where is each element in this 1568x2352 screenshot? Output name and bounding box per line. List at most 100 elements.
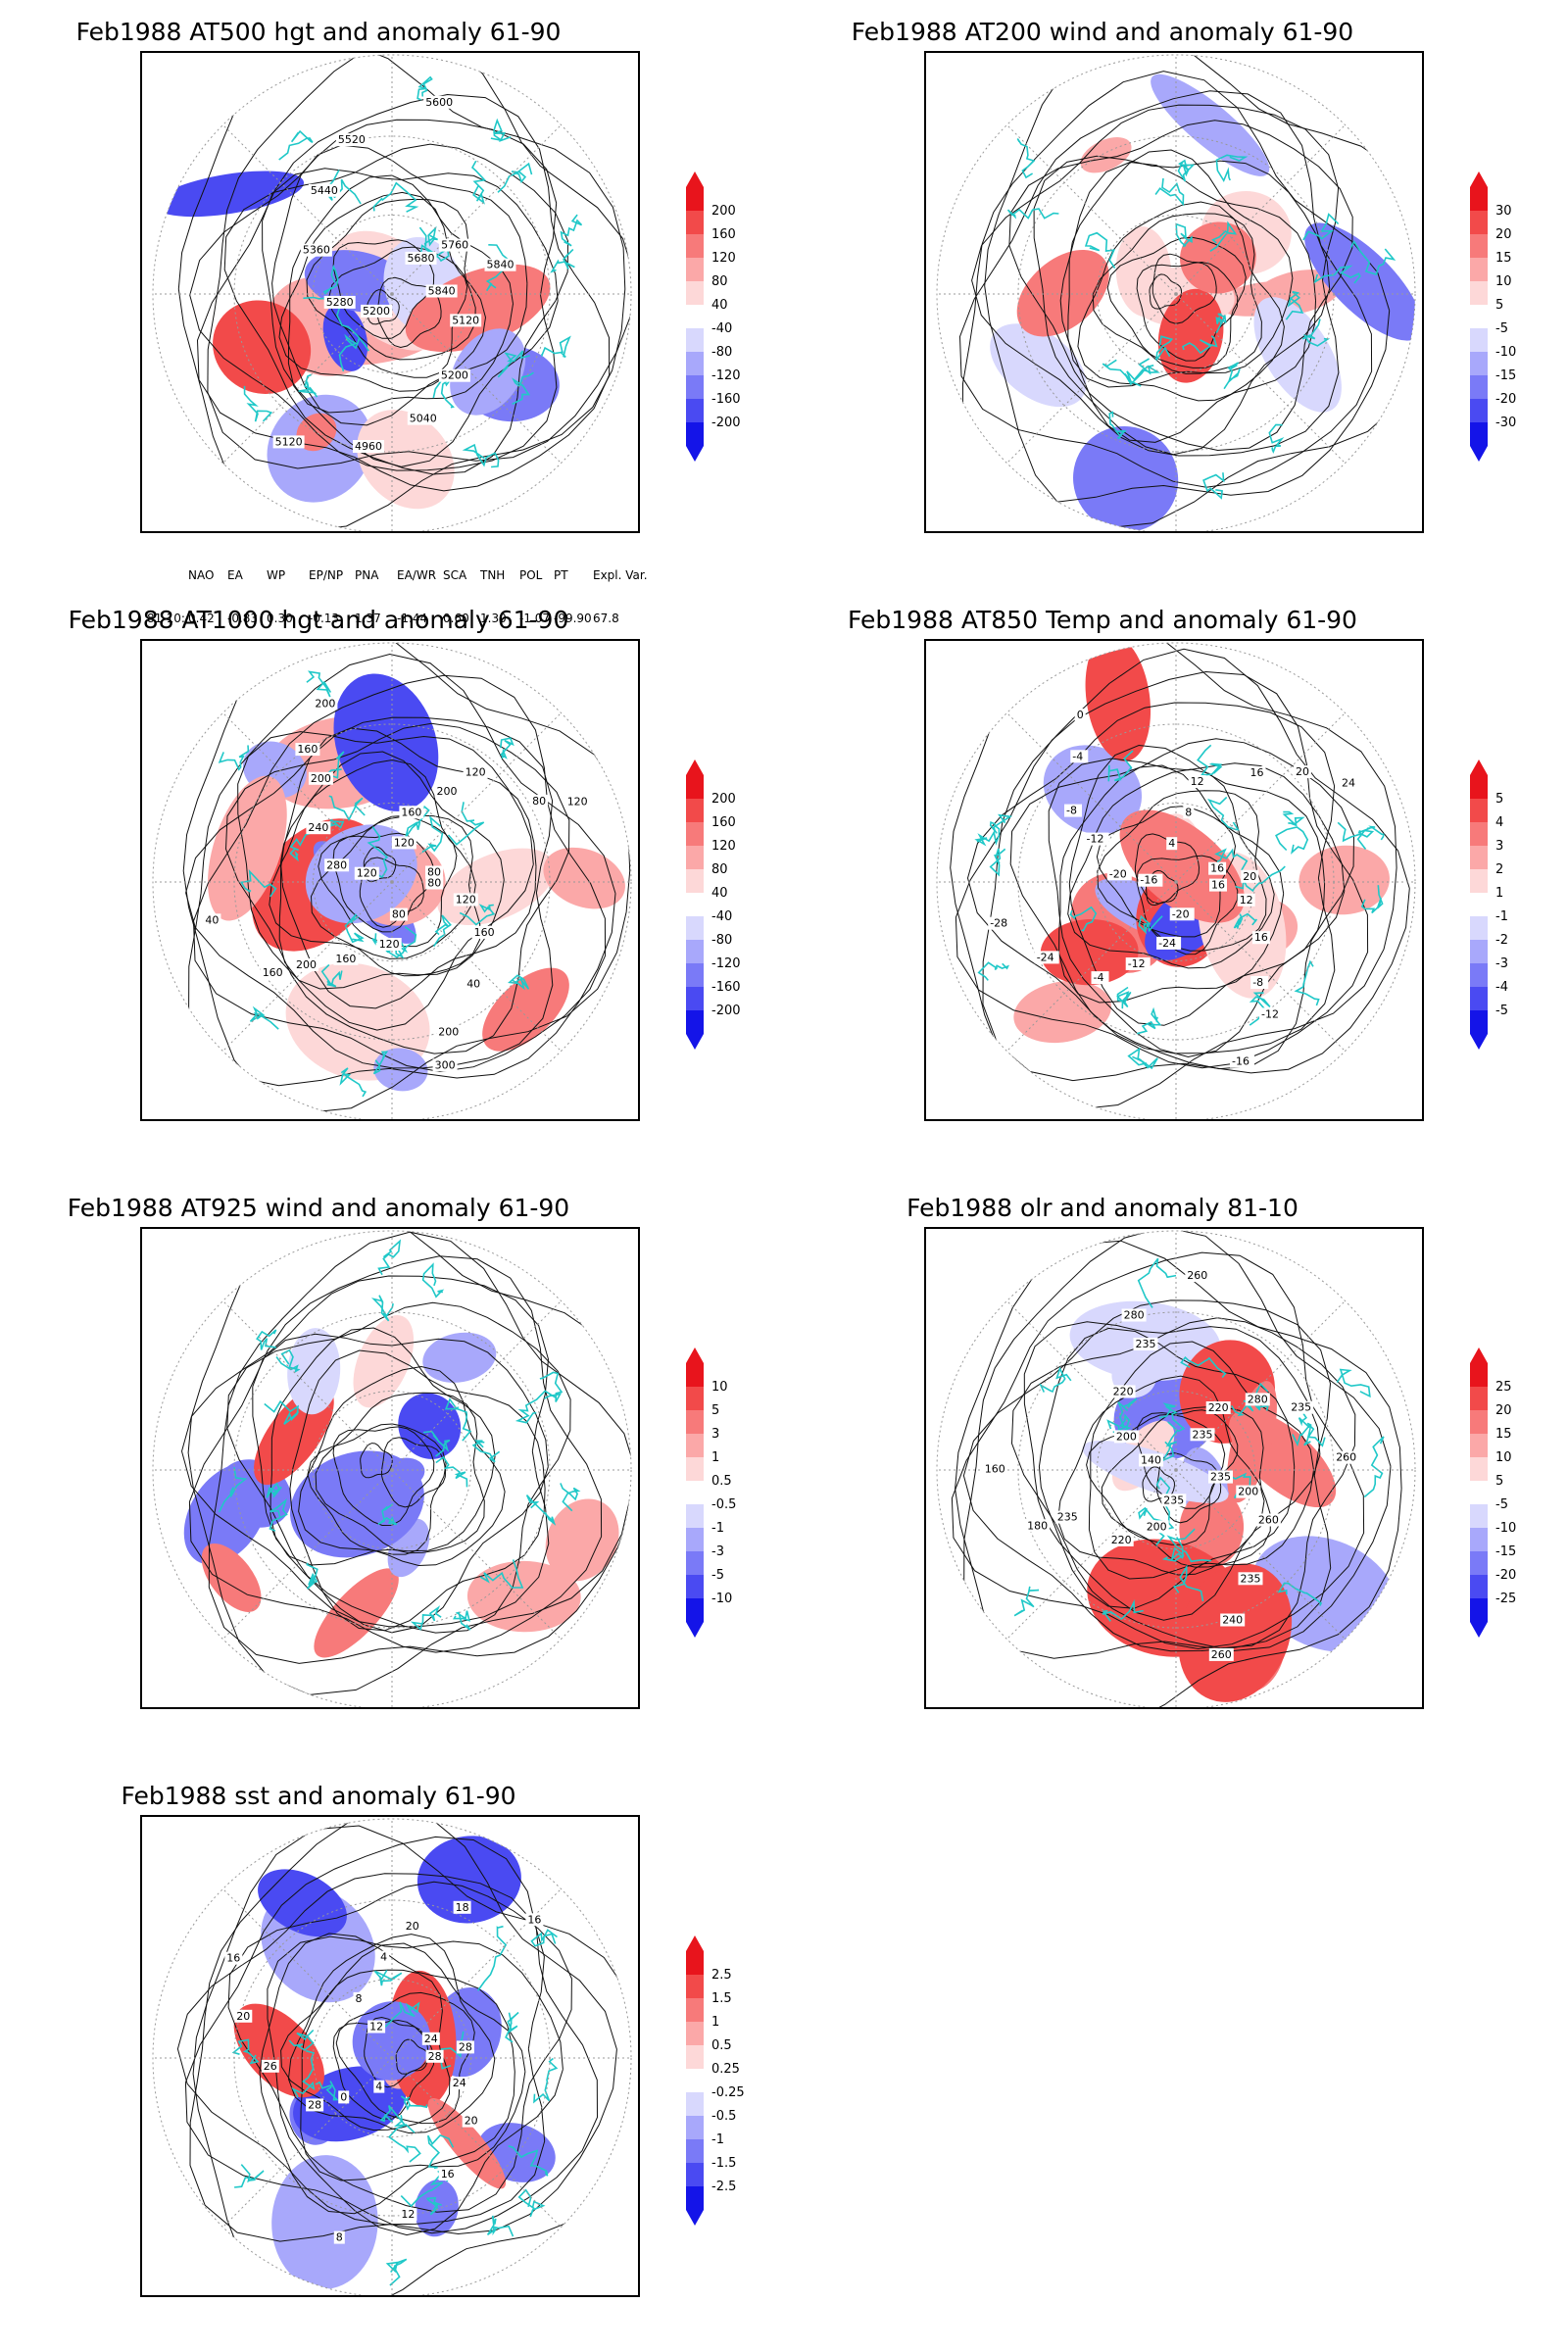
coastline bbox=[400, 2095, 428, 2111]
contour-line bbox=[318, 814, 458, 948]
contour-line bbox=[332, 1426, 435, 1527]
contour-label: 200 bbox=[296, 958, 317, 971]
panel-title: Feb1988 sst and anomaly 61-90 bbox=[121, 1782, 516, 1810]
contour-label: 8 bbox=[336, 2231, 343, 2244]
coastline bbox=[512, 371, 534, 406]
contour-line bbox=[192, 1825, 631, 2295]
coastline bbox=[541, 335, 571, 359]
colorbar-tick-label: -80 bbox=[711, 345, 733, 360]
contour-label: 235 bbox=[1136, 1338, 1156, 1350]
contour-line bbox=[278, 191, 487, 392]
panel-title: Feb1988 olr and anomaly 81-10 bbox=[906, 1194, 1298, 1222]
coastline bbox=[1301, 318, 1331, 347]
anomaly-shading bbox=[1013, 980, 1112, 1044]
contour-line bbox=[982, 648, 1410, 1082]
contour-label: 0 bbox=[1077, 709, 1084, 721]
colorbar-tick-label: -120 bbox=[711, 368, 741, 383]
contour-label: 200 bbox=[437, 785, 458, 798]
contour-label: 235 bbox=[1057, 1511, 1078, 1524]
coastline bbox=[1154, 177, 1185, 207]
colorbar-segment bbox=[686, 2022, 704, 2045]
colorbar-tick-label: -80 bbox=[711, 933, 733, 948]
colorbar-tick-label: 120 bbox=[711, 839, 736, 854]
contour-line bbox=[192, 674, 607, 1073]
colorbar-segment bbox=[686, 1457, 704, 1481]
contour-label: 160 bbox=[297, 743, 318, 756]
index-value: 1.37 bbox=[355, 612, 381, 625]
contour-line bbox=[224, 722, 570, 1054]
index-value: 0.42 bbox=[188, 612, 215, 625]
contour-label: 120 bbox=[357, 867, 377, 880]
contour-label: 80 bbox=[427, 877, 441, 890]
colorbar-segment bbox=[686, 234, 704, 258]
coastline bbox=[1155, 335, 1174, 361]
colorbar-top-arrow bbox=[1470, 1348, 1488, 1363]
contour-line bbox=[332, 239, 435, 339]
colorbar-top-arrow bbox=[686, 1348, 704, 1363]
contour-label: 5680 bbox=[408, 252, 435, 265]
coastline bbox=[1357, 825, 1385, 841]
polar-map: 5840 5120 5200 5040 4960 5120 5200 5280 5360 5440… bbox=[152, 54, 632, 531]
contour-label: 16 bbox=[1210, 862, 1224, 875]
coastline bbox=[1313, 265, 1361, 284]
contour-line bbox=[360, 1443, 393, 1479]
colorbar-tick-label: 200 bbox=[711, 204, 736, 219]
colorbar-segment bbox=[686, 399, 704, 422]
contour-line bbox=[307, 1423, 447, 1555]
contour-line bbox=[237, 731, 534, 1031]
contour-line bbox=[395, 2038, 429, 2075]
colorbar-segment bbox=[1470, 234, 1488, 258]
colorbar-segment bbox=[1470, 399, 1488, 422]
contour-label: 120 bbox=[466, 765, 486, 778]
contour-label: 5280 bbox=[326, 296, 354, 309]
coastline bbox=[462, 443, 500, 468]
colorbar-segment bbox=[686, 1410, 704, 1434]
coastline bbox=[497, 350, 530, 378]
contour-line bbox=[971, 104, 1340, 457]
contour-line bbox=[1096, 806, 1237, 938]
coastline bbox=[459, 904, 496, 926]
contour-label: 160 bbox=[401, 806, 421, 818]
contour-label: -16 bbox=[1140, 874, 1157, 887]
contour-label: 160 bbox=[474, 926, 495, 939]
contour-line bbox=[270, 1327, 496, 1566]
contour-label: 5840 bbox=[428, 285, 456, 298]
colorbar-segment bbox=[686, 1387, 704, 1410]
contour-line bbox=[1149, 273, 1182, 310]
colorbar-tick-label: 160 bbox=[711, 815, 736, 830]
colorbar-bottom-arrow bbox=[686, 2210, 704, 2226]
colorbar-segment bbox=[1470, 799, 1488, 822]
colorbar-tick-label: 5 bbox=[1495, 298, 1504, 313]
contour-line bbox=[223, 143, 569, 475]
coastline bbox=[1277, 1582, 1323, 1606]
coastline bbox=[422, 1430, 451, 1457]
contour-label: 20 bbox=[465, 2115, 478, 2128]
anomaly-shading bbox=[1082, 1440, 1229, 1503]
contour-line bbox=[196, 93, 611, 492]
contour-label: 16 bbox=[1211, 879, 1225, 892]
contour-label: 280 bbox=[1248, 1393, 1268, 1405]
colorbar-segment bbox=[686, 1528, 704, 1551]
contour-label: 5520 bbox=[338, 133, 366, 146]
contour-label: 80 bbox=[392, 908, 406, 921]
contour-label: -24 bbox=[1037, 951, 1054, 963]
coastline bbox=[1166, 1528, 1212, 1563]
contour-line bbox=[966, 702, 1336, 1054]
coastline bbox=[240, 869, 277, 898]
contour-label: 120 bbox=[379, 938, 400, 951]
index-value: -1.07 bbox=[519, 612, 551, 625]
map-frame: 5840 5120 5200 5040 4960 5120 5200 5280 5360 5440… bbox=[140, 51, 640, 533]
anomaly-shading bbox=[1040, 918, 1139, 986]
contour-line bbox=[298, 1365, 506, 1567]
contour-label: -12 bbox=[1261, 1007, 1279, 1020]
colorbar-bottom-arrow bbox=[1470, 446, 1488, 462]
contour-label: 160 bbox=[985, 1462, 1005, 1475]
coastline bbox=[373, 1969, 403, 1986]
colorbar-tick-label: 3 bbox=[711, 1427, 720, 1442]
contour-line bbox=[184, 1836, 599, 2234]
contour-label: 0 bbox=[340, 2090, 347, 2103]
contour-label: 4 bbox=[1168, 837, 1175, 850]
anomaly-shading bbox=[271, 2155, 378, 2289]
contour-label: 240 bbox=[308, 821, 328, 834]
colorbar-tick-label: 30 bbox=[1495, 204, 1512, 219]
